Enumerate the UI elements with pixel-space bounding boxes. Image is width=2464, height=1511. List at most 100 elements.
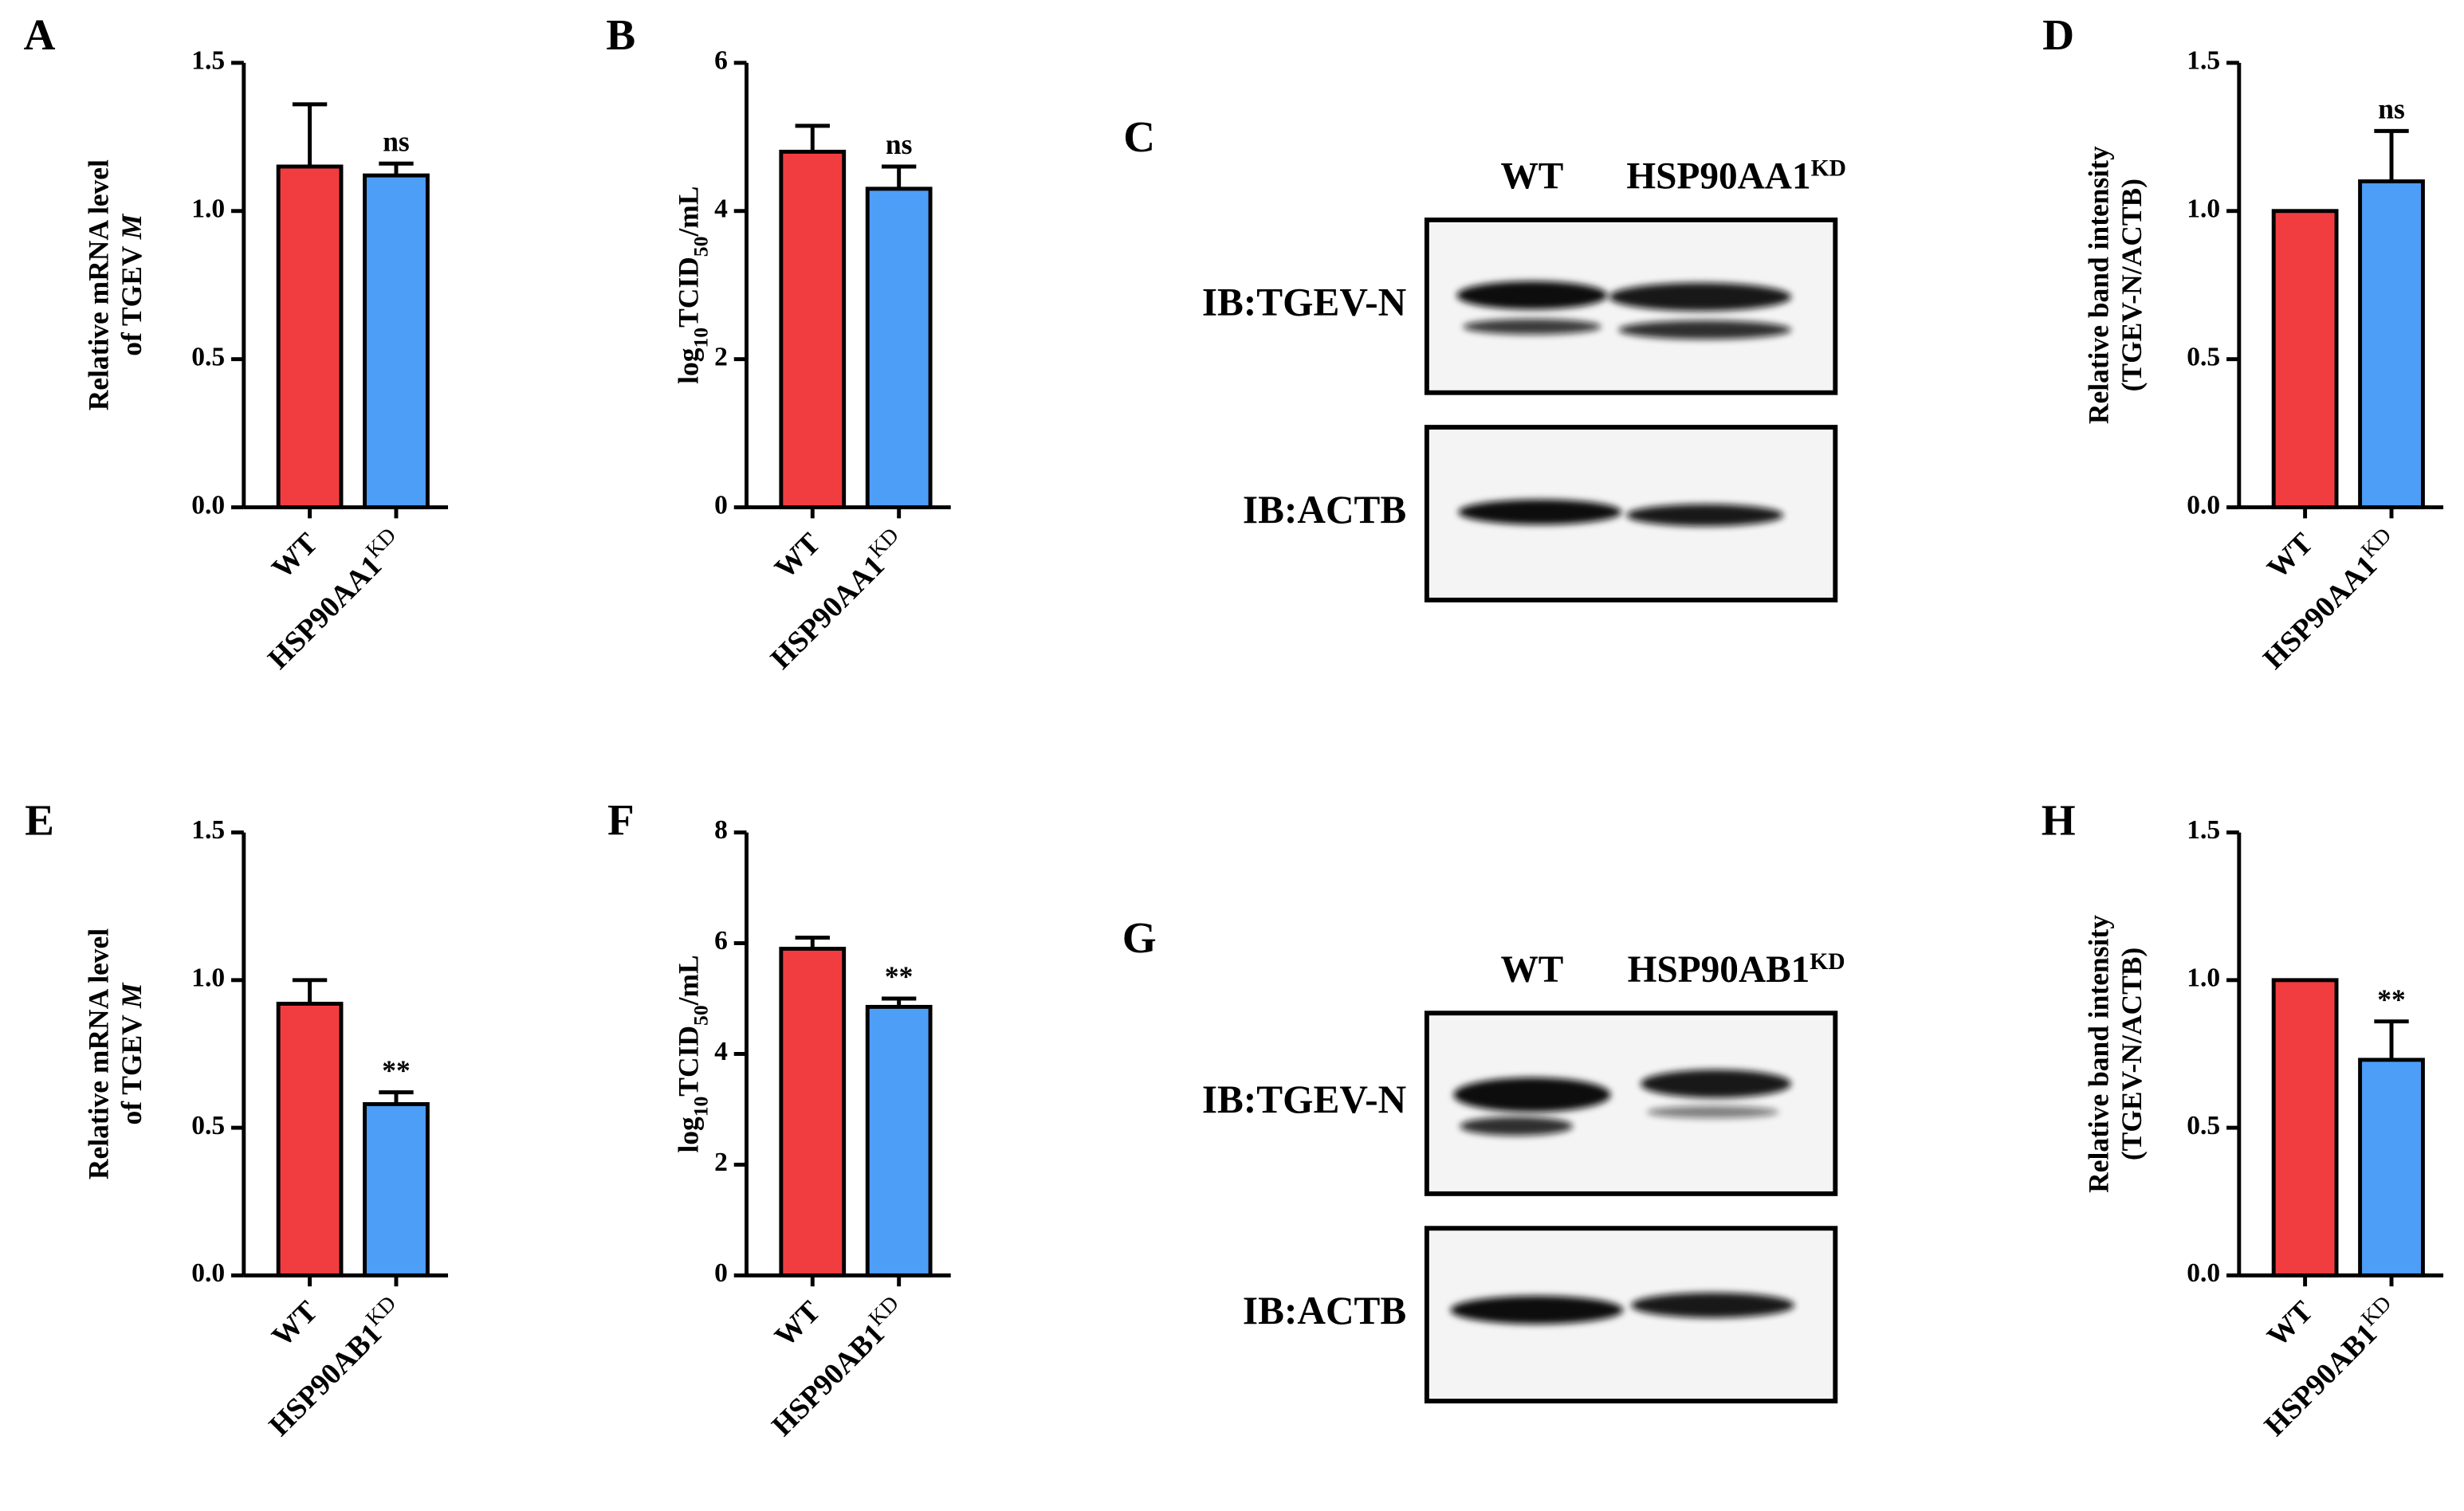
blot-band — [1646, 1105, 1779, 1119]
lane-superscript: KD — [1810, 949, 1845, 975]
row-label: IB:TGEV-N — [1202, 281, 1406, 324]
bar-chart: D Relative band intensity (TGEV-N/ACTB) 0.0… — [2042, 10, 2444, 676]
category: WT — [768, 527, 827, 585]
row-label: IB:ACTB — [1243, 1289, 1406, 1332]
y-axis-label-part: M — [116, 213, 147, 240]
y-axis-label-part: 50 — [690, 1005, 713, 1026]
y-axis-label: (TGEV-N/ACTB) — [2116, 179, 2148, 391]
x-tick-label: WT — [768, 1295, 827, 1353]
y-axis-label: log10TCID50/mL — [673, 955, 713, 1152]
western-blot: C WT HSP90AA1KD IB:TGEV-N IB:ACTB — [1123, 112, 1846, 602]
significance: ** — [2377, 983, 2405, 1015]
bar — [865, 1004, 933, 1277]
lane-superscript: KD — [1811, 156, 1846, 182]
y-tick-label: 0.0 — [2187, 490, 2220, 520]
panel-letter: D — [2042, 10, 2074, 59]
panel-letter: E — [25, 795, 54, 844]
blot-band — [1640, 1069, 1792, 1098]
y-axis-label: Relative band intensity — [2083, 146, 2115, 424]
x-tick-label: WT — [2262, 1295, 2320, 1353]
row-label: IB:TGEV-N — [1202, 1077, 1406, 1121]
y-tick-label: 8 — [714, 815, 728, 845]
x-tick-label: HSP90AA1KD — [760, 522, 914, 676]
panel-letter: G — [1122, 913, 1157, 962]
y-tick-label: 6 — [714, 926, 728, 956]
panel-letter: C — [1123, 112, 1155, 161]
blot-band — [1618, 320, 1792, 339]
y-tick-label: 1.5 — [191, 46, 225, 76]
bar — [779, 149, 847, 510]
y-axis-label-part: of TGEV — [116, 1008, 147, 1125]
blot-band — [1460, 1117, 1574, 1136]
panel-letter: F — [607, 795, 635, 844]
row-label: IB:ACTB — [1243, 488, 1406, 532]
y-axis-label-part: (TGEV-N/ACTB) — [2116, 179, 2148, 391]
x-tick-label: WT — [266, 527, 324, 585]
y-tick-label: 1.0 — [2187, 194, 2220, 223]
y-axis-label: Relative mRNA level — [83, 159, 115, 410]
y-axis-label-part: 10 — [690, 1097, 713, 1117]
lane-label: WT — [1501, 156, 1564, 198]
blot-band — [1626, 504, 1784, 527]
y-tick-label: 2 — [714, 342, 728, 371]
blot-band — [1458, 499, 1622, 525]
x-tick-label: WT — [2262, 527, 2320, 585]
y-axis-label-part: Relative band intensity — [2083, 915, 2115, 1193]
blot-band — [1456, 281, 1608, 310]
blot-band — [1631, 1293, 1795, 1318]
y-tick-label: 0.5 — [191, 1111, 225, 1140]
bar — [865, 186, 933, 510]
y-axis-label: Relative band intensity — [2083, 915, 2115, 1193]
y-axis-label-part: (TGEV-N/ACTB) — [2116, 948, 2148, 1160]
y-tick-label: 1.5 — [2187, 815, 2220, 845]
bar-chart: A Relative mRNA level of TGEV M 0.0 0.5 1.0 1.… — [24, 10, 449, 676]
lane-name: HSP90AA1 — [1626, 156, 1810, 198]
y-axis-label: (TGEV-N/ACTB) — [2116, 948, 2148, 1160]
y-tick-label: 0 — [714, 490, 728, 520]
bar — [363, 1101, 430, 1277]
panel-letter: B — [606, 10, 635, 59]
x-tick-label: HSP90AA1KD — [2253, 522, 2407, 676]
y-axis-label-part: Relative mRNA level — [83, 928, 115, 1179]
lane-name: WT — [1501, 949, 1564, 991]
lane-label: HSP90AB1KD — [1628, 949, 1845, 991]
bar — [779, 947, 847, 1277]
y-tick-label: 0.0 — [191, 1258, 225, 1288]
category: WT — [2262, 1295, 2320, 1353]
y-axis-label: of TGEV M — [116, 213, 147, 356]
y-tick-label: 4 — [714, 194, 728, 223]
bar — [2358, 179, 2425, 510]
y-tick-label: 0 — [714, 1258, 728, 1288]
significance: ** — [885, 960, 913, 992]
y-tick-label: 1.5 — [191, 815, 225, 845]
y-axis-label-part: 50 — [690, 237, 713, 257]
lane-label: WT — [1501, 949, 1564, 991]
x-tick-label: HSP90AA1KD — [257, 522, 411, 676]
y-axis-label-part: Relative mRNA level — [83, 159, 115, 410]
y-axis-label: of TGEV M — [116, 982, 147, 1125]
lane-name: HSP90AB1 — [1628, 949, 1810, 991]
category: WT — [266, 1295, 324, 1353]
y-axis-label: Relative mRNA level — [83, 928, 115, 1179]
panel-letter: H — [2042, 795, 2076, 844]
y-tick-label: 1.0 — [191, 964, 225, 993]
bar — [2271, 978, 2339, 1277]
y-tick-label: 0.5 — [191, 342, 225, 371]
lane-label: HSP90AA1KD — [1626, 156, 1846, 198]
bar-chart: H Relative band intensity (TGEV-N/ACTB) 0.0… — [2042, 795, 2444, 1442]
category: WT — [768, 1295, 827, 1353]
panel-letter: A — [24, 10, 56, 59]
y-tick-label: 1.0 — [2187, 964, 2220, 993]
x-tick-label: WT — [768, 527, 827, 585]
bar — [276, 164, 344, 510]
category: WT — [2262, 527, 2320, 585]
lane-name: WT — [1501, 156, 1564, 198]
bar — [276, 1002, 344, 1277]
y-axis-label: log10TCID50/mL — [673, 186, 713, 384]
bar-chart: E Relative mRNA level of TGEV M 0.0 0.5 1.0 1.… — [25, 795, 449, 1442]
y-tick-label: 4 — [714, 1037, 728, 1066]
